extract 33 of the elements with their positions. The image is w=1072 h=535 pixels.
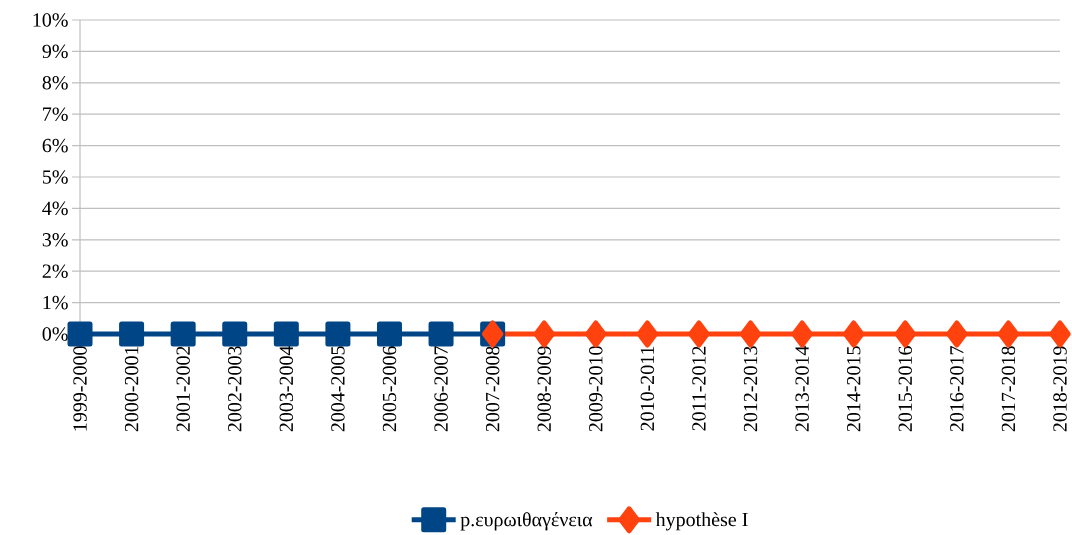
y-tick-label: 7% — [43, 107, 68, 121]
x-tick-label: 2013-2014 — [795, 345, 809, 432]
y-tick-label: 1% — [43, 295, 68, 310]
y-tick-label: 4% — [42, 201, 68, 216]
x-tick-label: 2015-2016 — [898, 346, 912, 432]
y-tick-label: 10% — [33, 13, 68, 27]
x-tick-label: 2017-2018 — [1001, 346, 1016, 432]
x-tick-label: 2018-2019 — [1053, 346, 1067, 432]
x-tick-label: 2014-2015 — [846, 346, 861, 432]
x-tick-label: 2008-2009 — [537, 346, 551, 432]
legend-label: hypothèse I — [655, 512, 748, 531]
x-tick-label: 2003-2004 — [279, 345, 294, 432]
x-tick-label: 2005-2006 — [382, 346, 397, 432]
x-tick-label: 2011-2012 — [692, 346, 706, 431]
y-tick-label: 3% — [42, 233, 68, 247]
y-tick-label: 9% — [42, 44, 68, 59]
x-tick-label: 2006-2007 — [434, 346, 448, 432]
x-tick-label: 1999-2000 — [73, 346, 87, 431]
x-tick-label: 2001-2002 — [176, 346, 190, 432]
y-tick-label: 0% — [42, 327, 68, 341]
legend-label: p.ευρωιθαγένεια — [460, 512, 593, 531]
x-tick-label: 2007-2008 — [485, 346, 500, 432]
x-tick-label: 2012-2013 — [743, 346, 758, 432]
x-tick-label: 2009-2010 — [589, 346, 603, 432]
x-tick-label: 2010-2011 — [640, 346, 655, 431]
x-tick-label: 2016-2017 — [950, 346, 964, 432]
x-tick-label: 2000-2001 — [124, 346, 139, 432]
y-tick-label: 8% — [42, 76, 68, 90]
y-tick-label: 2% — [42, 264, 68, 278]
x-tick-label: 2004-2005 — [331, 346, 345, 432]
x-tick-label: 2002-2003 — [228, 346, 242, 432]
y-tick-label: 5% — [42, 170, 68, 184]
y-tick-label: 6% — [42, 138, 68, 153]
